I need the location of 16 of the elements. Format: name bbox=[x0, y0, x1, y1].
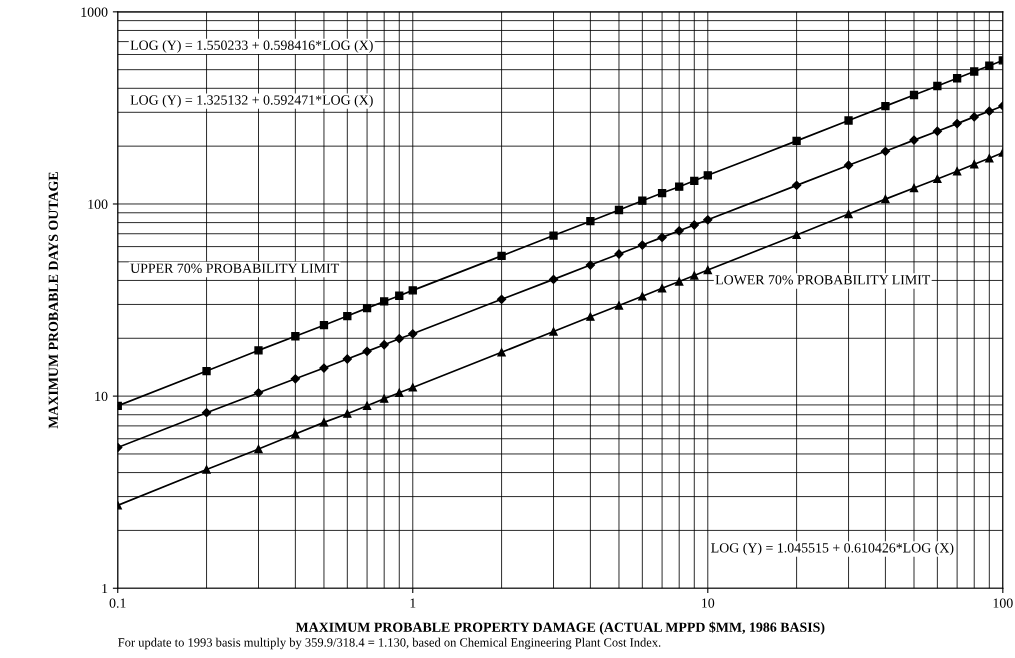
annotation: UPPER 70% PROBABILITY LIMIT bbox=[130, 263, 339, 274]
y-tick-label: 1000 bbox=[81, 7, 108, 17]
y-tick-label: 10 bbox=[95, 391, 108, 402]
x-tick-label: 0.1 bbox=[109, 598, 126, 608]
annotation: LOG (Y) = 1.550233 + 0.598416*LOG (X) bbox=[130, 40, 373, 53]
x-axis-title: MAXIMUM PROBABLE PROPERTY DAMAGE (ACTUAL MPPD $MM, 1986 BASIS) bbox=[295, 621, 825, 635]
y-axis-title: MAXIMUM PROBABLE DAYS OUTAGE bbox=[48, 172, 58, 429]
annotation: LOWER 70% PROBABILITY LIMIT bbox=[715, 275, 931, 285]
y-tick-label: 1 bbox=[102, 583, 108, 594]
y-tick-label: 100 bbox=[88, 199, 108, 209]
x-tick-label: 10 bbox=[702, 598, 715, 608]
x-tick-label: 1 bbox=[410, 598, 416, 608]
x-tick-label: 100 bbox=[993, 598, 1013, 608]
annotation: LOG (Y) = 1.045515 + 0.610426*LOG (X) bbox=[711, 542, 954, 556]
text: For update to 1993 basis multiply by 359.9/318.4 = 1.130, based on Chemical Engineering Plant Cost Index. bbox=[118, 637, 661, 650]
annotation: LOG (Y) = 1.325132 + 0.592471*LOG (X) bbox=[130, 94, 373, 108]
